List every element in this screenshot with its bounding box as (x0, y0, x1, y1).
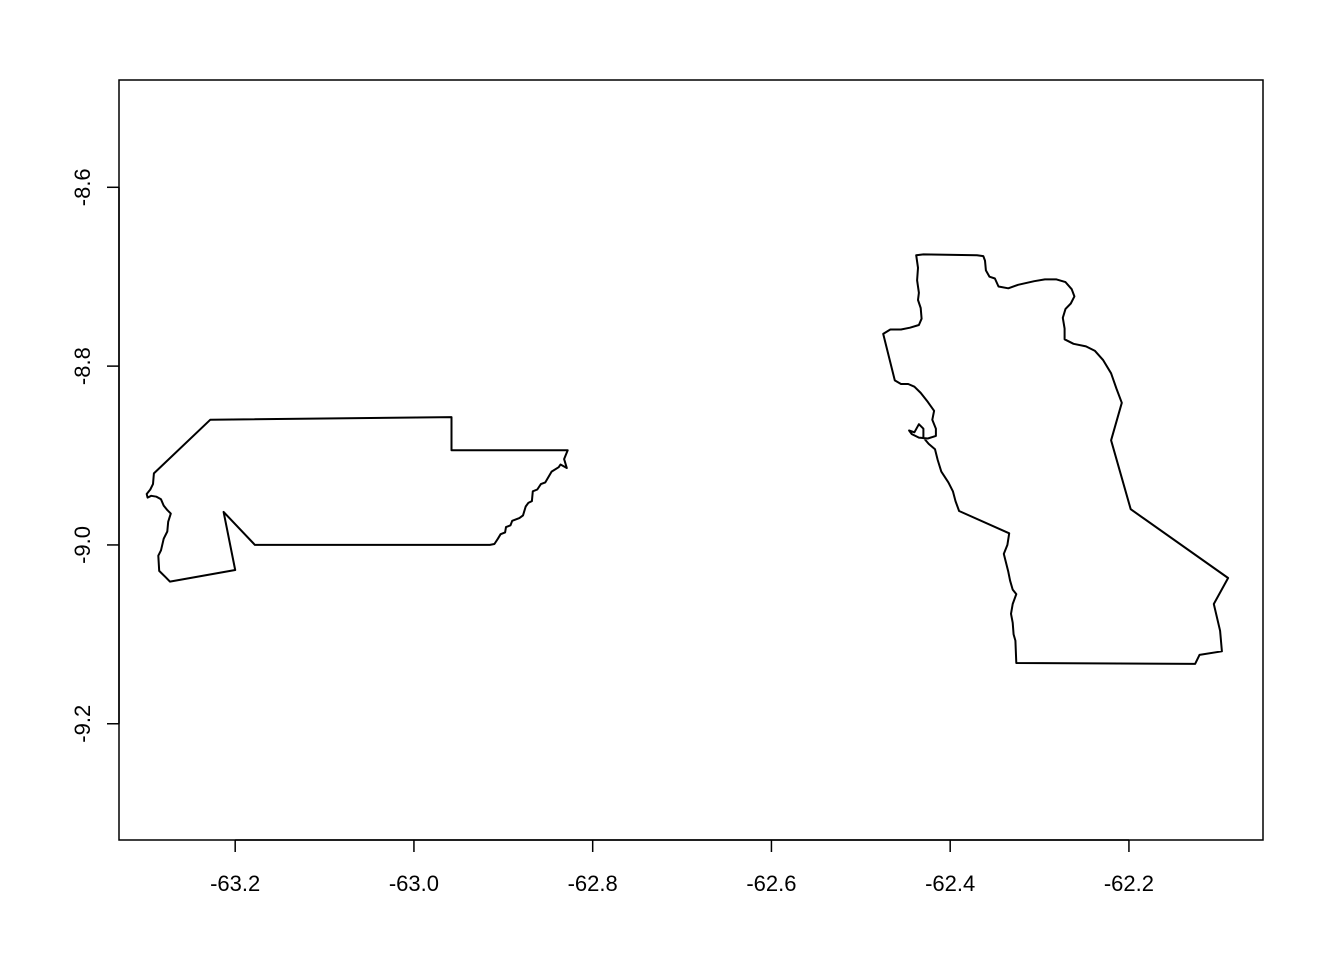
x-tick-label: -62.4 (925, 871, 975, 896)
y-tick-label: -8.8 (70, 347, 95, 385)
y-tick-label: -9.2 (70, 705, 95, 743)
x-tick-label: -62.2 (1104, 871, 1154, 896)
x-axis: -63.2 -63.0 -62.8 -62.6 -62.4 -62.2 (210, 839, 1154, 896)
x-tick-label: -62.8 (568, 871, 618, 896)
y-tick-label: -9.0 (70, 526, 95, 564)
polygons-layer (145, 253, 1230, 665)
x-tick-label: -62.6 (746, 871, 796, 896)
y-axis: -8.6 -8.8 -9.0 -9.2 (70, 168, 120, 743)
y-tick-label: -8.6 (70, 168, 95, 206)
x-tick-label: -63.2 (210, 871, 260, 896)
polygon-outline-1 (145, 416, 569, 583)
x-tick-label: -63.0 (389, 871, 439, 896)
polygon-outline-2 (882, 253, 1230, 665)
